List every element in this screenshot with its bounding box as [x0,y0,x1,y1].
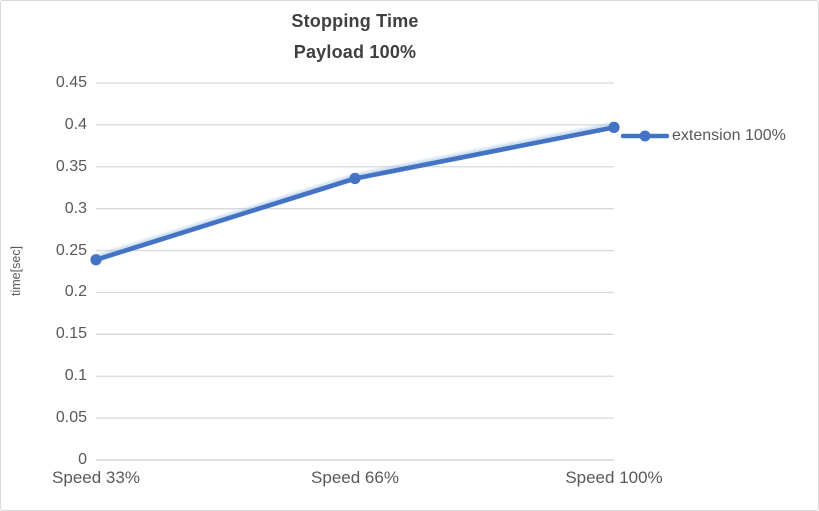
chart-title-line1: Stopping Time [291,11,419,31]
legend: extension 100% [621,125,786,147]
legend-line-marker-icon [621,130,669,142]
series-line-halo [95,121,619,261]
data-point-marker [349,172,361,185]
legend-label: extension 100% [672,127,786,144]
data-point-marker [90,254,102,266]
series-line [93,125,617,263]
chart-title: Stopping Time Payload 100% [96,6,614,68]
y-axis-title: time[sec] [9,245,23,297]
data-point-marker [608,121,620,134]
chart-title-line2: Payload 100% [293,42,417,62]
